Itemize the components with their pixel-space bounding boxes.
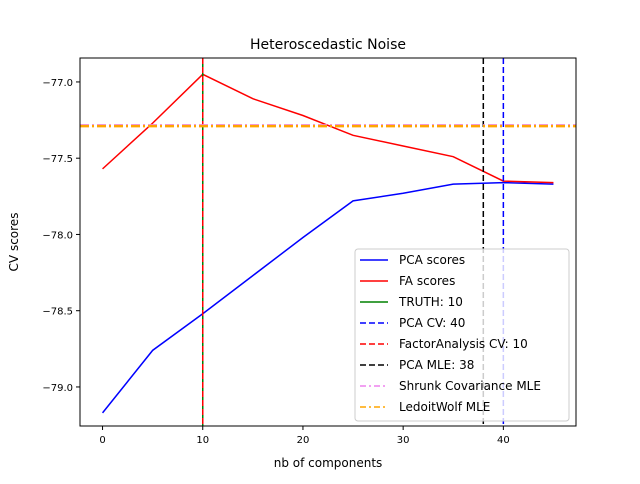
x-tick-label: 30 (397, 435, 410, 446)
y-tick-label: −78.0 (42, 230, 73, 241)
y-axis-label: CV scores (7, 213, 21, 272)
y-tick-label: −77.5 (42, 154, 73, 165)
y-tick-label: −78.5 (42, 307, 73, 318)
axis-ticks: 0 10 20 30 40 −77.0 −77.5 −78.0 −78.5 −79.0 (42, 78, 509, 446)
x-tick-label: 10 (196, 435, 209, 446)
legend-label: FactorAnalysis CV: 10 (399, 337, 528, 351)
y-tick-label: −77.0 (42, 78, 73, 89)
legend-label: PCA scores (399, 253, 465, 267)
y-tick-label: −79.0 (42, 383, 73, 394)
chart-title: Heteroscedastic Noise (250, 37, 406, 53)
legend-label: FA scores (399, 274, 455, 288)
series-line-fa-scores (102, 73, 554, 184)
legend-box (354, 248, 570, 422)
axes-frame (79, 57, 577, 427)
x-axis-label: nb of components (274, 456, 383, 470)
x-tick-label: 20 (297, 435, 310, 446)
x-tick-label: 0 (99, 435, 105, 446)
legend-label: PCA CV: 40 (399, 316, 465, 330)
legend-label: PCA MLE: 38 (399, 358, 474, 372)
legend-label: TRUTH: 10 (398, 295, 463, 309)
legend-label: LedoitWolf MLE (399, 400, 490, 414)
legend-label: Shrunk Covariance MLE (399, 379, 541, 393)
series-line-pca-scores (101, 181, 554, 414)
legend: PCA scores FA scores TRUTH: 10 PCA CV: 40 Fa… (354, 248, 570, 422)
x-tick-label: 40 (497, 435, 510, 446)
